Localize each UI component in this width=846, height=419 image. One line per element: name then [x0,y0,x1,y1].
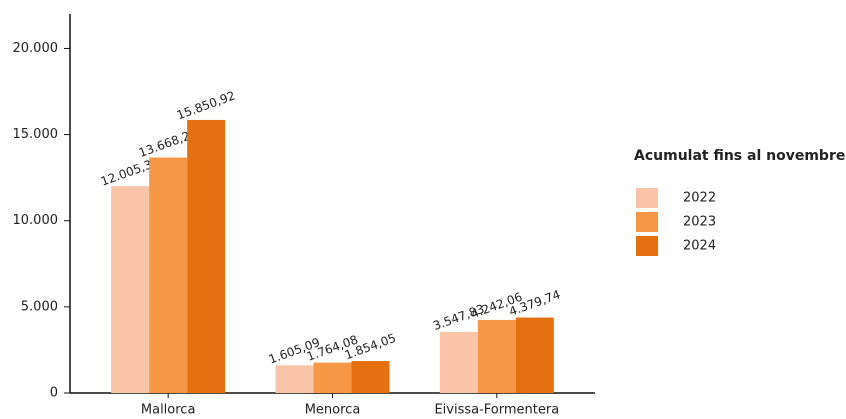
legend-swatch [636,188,658,208]
x-tick-label: Mallorca [141,403,196,418]
legend-label: 2023 [683,215,716,230]
bar [149,157,188,393]
bar [111,186,150,393]
bar [439,331,478,393]
legend-title: Acumulat fins al novembre [634,148,845,164]
legend-swatch [636,212,658,232]
legend-label: 2024 [683,239,716,254]
y-tick-label: 0 [50,386,58,401]
y-tick-label: 20.000 [13,41,59,56]
value-label: 15.850,92 [175,88,237,122]
x-tick-label: Menorca [305,403,361,418]
y-tick-label: 5.000 [21,299,58,314]
bar [515,317,554,393]
bar [351,361,390,393]
legend-label: 2022 [683,191,716,206]
legend-swatch [636,236,658,256]
bar [187,119,226,393]
bar [313,362,352,393]
x-tick-label: Eivissa-Formentera [434,403,559,418]
y-tick-label: 15.000 [13,127,59,142]
bar [275,365,314,393]
bar [477,319,516,393]
y-tick-label: 10.000 [13,213,59,228]
